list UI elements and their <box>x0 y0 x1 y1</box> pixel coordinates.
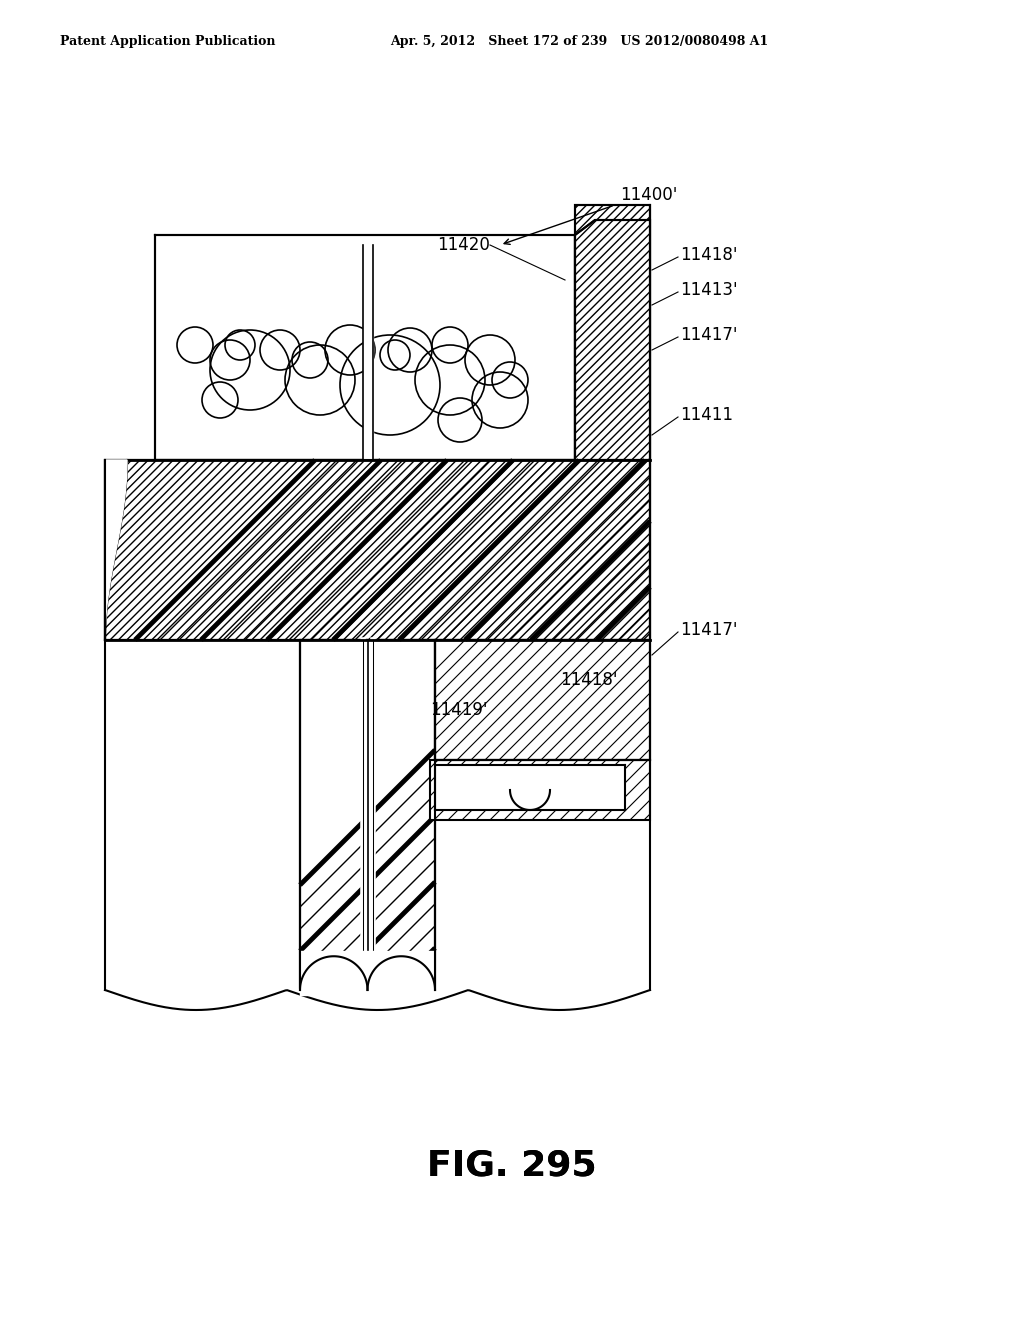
Polygon shape <box>575 205 650 459</box>
Polygon shape <box>300 640 435 990</box>
Polygon shape <box>105 459 127 640</box>
Text: 11419': 11419' <box>430 701 487 719</box>
Polygon shape <box>435 766 625 810</box>
Text: 11400': 11400' <box>620 186 677 205</box>
Text: FIG. 295: FIG. 295 <box>427 1148 597 1181</box>
Polygon shape <box>155 235 575 459</box>
Text: Patent Application Publication: Patent Application Publication <box>60 36 275 48</box>
Text: 11418': 11418' <box>680 246 737 264</box>
Text: 11420: 11420 <box>437 236 490 253</box>
Text: 11418': 11418' <box>560 671 617 689</box>
Polygon shape <box>435 640 650 760</box>
Text: 11413': 11413' <box>680 281 737 300</box>
Text: 11410': 11410' <box>430 791 487 809</box>
Text: 11411: 11411 <box>680 407 733 424</box>
Text: FIG. 295: FIG. 295 <box>427 1148 597 1181</box>
Polygon shape <box>105 459 650 640</box>
Text: 11417': 11417' <box>680 326 737 345</box>
Text: Apr. 5, 2012   Sheet 172 of 239   US 2012/0080498 A1: Apr. 5, 2012 Sheet 172 of 239 US 2012/00… <box>390 36 768 48</box>
Text: 11417': 11417' <box>680 620 737 639</box>
Polygon shape <box>575 220 650 459</box>
Polygon shape <box>430 760 650 820</box>
